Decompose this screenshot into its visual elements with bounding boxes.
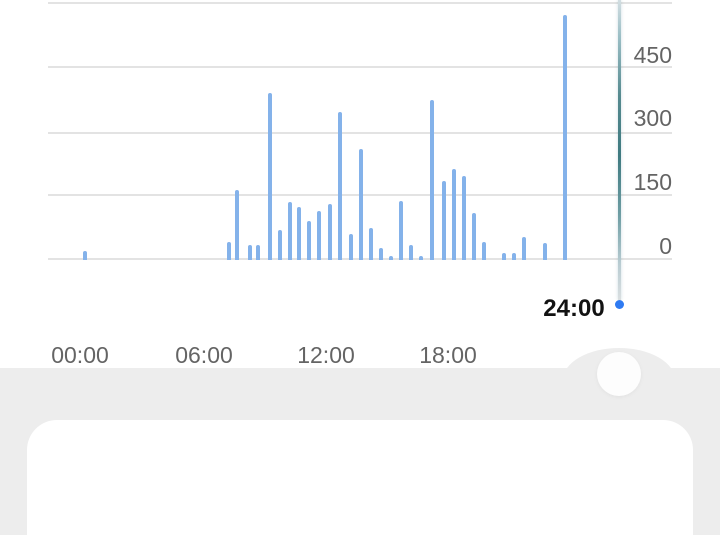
gridline-450 [48, 66, 672, 68]
x-axis-tick-0600: 06:00 [175, 342, 233, 368]
step-bar [82, 251, 88, 260]
step-bar [429, 99, 435, 260]
current-time-label: 24:00 [543, 295, 605, 322]
step-bar [277, 229, 283, 260]
step-bar [511, 252, 517, 260]
y-axis-tick-150: 150 [633, 169, 672, 195]
step-bar [562, 15, 568, 260]
y-axis-tick-0: 0 [659, 233, 672, 259]
step-bar [398, 200, 404, 260]
step-bar [441, 180, 447, 260]
step-bar [521, 237, 527, 260]
step-bar [418, 255, 424, 260]
step-bar [255, 244, 261, 260]
step-bar [368, 227, 374, 260]
step-bar [287, 201, 293, 260]
step-bar [471, 213, 477, 260]
step-bar [267, 92, 273, 260]
current-time-line [618, 0, 621, 300]
step-bar [461, 176, 467, 260]
step-bar [348, 233, 354, 260]
step-bar [316, 211, 322, 260]
step-bar [542, 243, 548, 260]
step-bar [226, 241, 232, 260]
step-bar [388, 255, 394, 260]
step-bar [378, 248, 384, 260]
step-bar [358, 149, 364, 260]
y-axis-tick-450: 450 [633, 42, 672, 68]
step-bar [327, 203, 333, 260]
x-axis-tick-0000: 00:00 [51, 342, 109, 368]
step-bar [451, 168, 457, 260]
y-axis-tick-300: 300 [633, 105, 672, 131]
steps-summary-card: 4.180 adım Hedef: 10.000 adım [27, 420, 693, 535]
step-bar [337, 112, 343, 260]
step-bar [234, 189, 240, 260]
step-bar [306, 220, 312, 260]
step-bar [296, 206, 302, 260]
gridline-600 [48, 2, 672, 4]
step-bar [408, 245, 414, 260]
sheet-drag-handle[interactable] [597, 352, 641, 396]
step-bar [247, 245, 253, 260]
step-bar [501, 252, 507, 260]
x-axis-tick-1200: 12:00 [297, 342, 355, 368]
step-bar [481, 242, 487, 260]
x-axis-tick-1800: 18:00 [419, 342, 477, 368]
current-time-dot-icon [615, 300, 624, 309]
chart-bars [0, 0, 720, 260]
gridline-300 [48, 132, 672, 134]
